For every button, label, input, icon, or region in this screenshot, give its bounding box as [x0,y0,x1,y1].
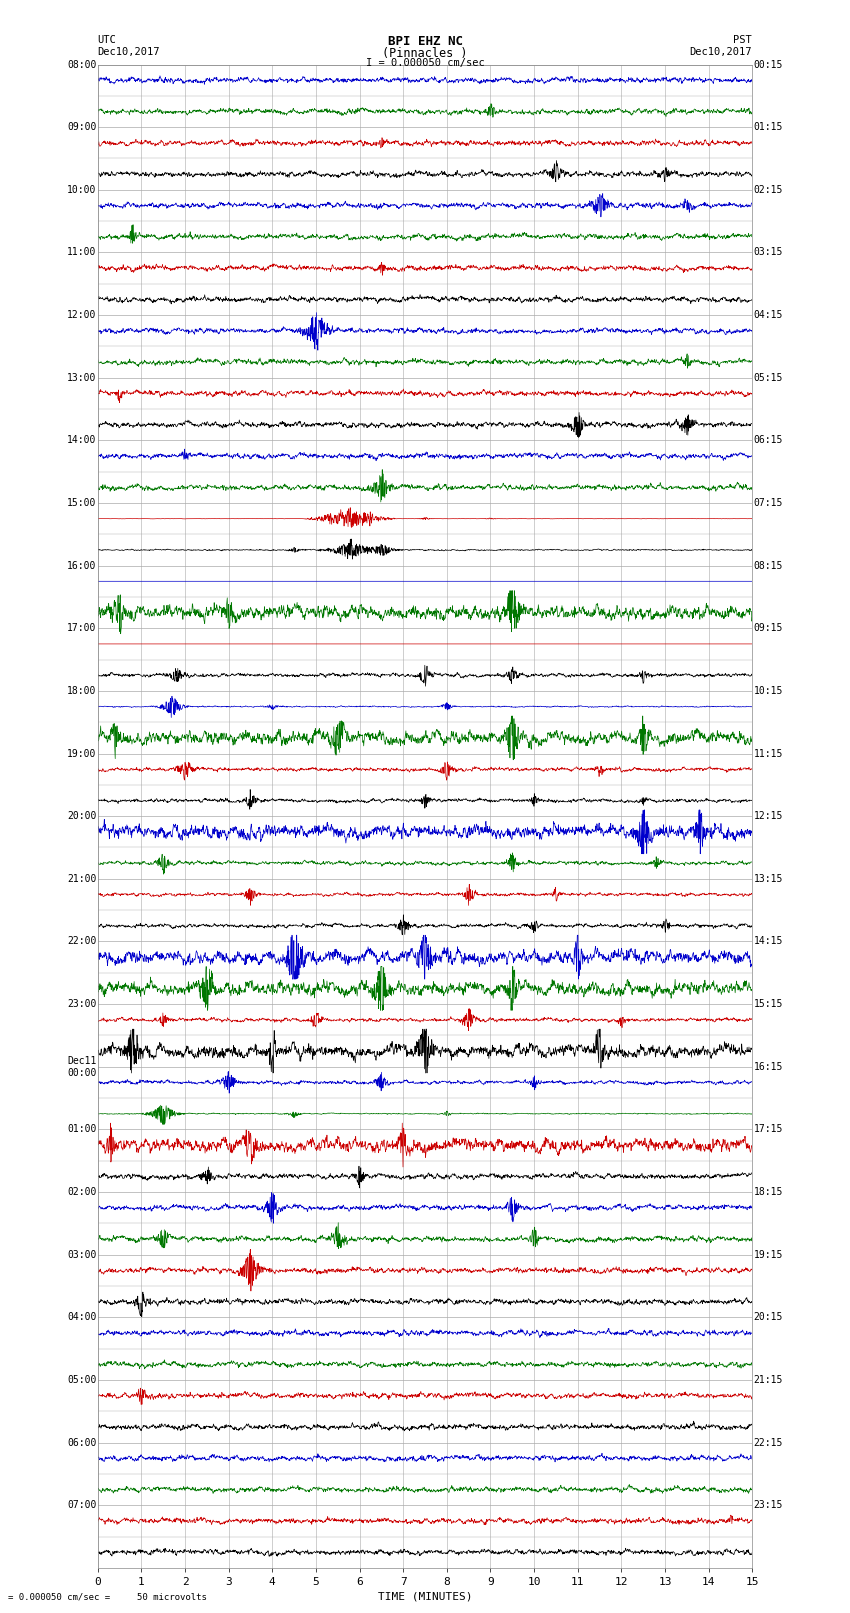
Text: 03:00: 03:00 [67,1250,96,1260]
Text: 00:15: 00:15 [754,60,783,69]
Text: 15:15: 15:15 [754,998,783,1010]
Text: Dec11
00:00: Dec11 00:00 [67,1057,96,1077]
Text: 06:15: 06:15 [754,436,783,445]
Text: 14:00: 14:00 [67,436,96,445]
Text: UTC: UTC [98,35,116,45]
Text: PST: PST [734,35,752,45]
Text: 18:00: 18:00 [67,686,96,695]
Text: 13:00: 13:00 [67,373,96,382]
Text: 08:00: 08:00 [67,60,96,69]
Text: 23:00: 23:00 [67,998,96,1010]
Text: 09:15: 09:15 [754,623,783,634]
Text: BPI EHZ NC: BPI EHZ NC [388,35,462,48]
Text: 16:15: 16:15 [754,1061,783,1071]
Text: 23:15: 23:15 [754,1500,783,1510]
Text: 07:00: 07:00 [67,1500,96,1510]
Text: 20:15: 20:15 [754,1313,783,1323]
Text: 15:00: 15:00 [67,498,96,508]
Text: 12:00: 12:00 [67,310,96,319]
Text: 06:00: 06:00 [67,1437,96,1447]
Text: 10:00: 10:00 [67,185,96,195]
Text: 05:00: 05:00 [67,1374,96,1386]
Text: 21:15: 21:15 [754,1374,783,1386]
Text: 12:15: 12:15 [754,811,783,821]
Text: 08:15: 08:15 [754,561,783,571]
Text: 05:15: 05:15 [754,373,783,382]
Text: I = 0.000050 cm/sec: I = 0.000050 cm/sec [366,58,484,68]
Text: 04:00: 04:00 [67,1313,96,1323]
Text: 10:15: 10:15 [754,686,783,695]
Text: 16:00: 16:00 [67,561,96,571]
Text: 21:00: 21:00 [67,874,96,884]
Text: 13:15: 13:15 [754,874,783,884]
Text: Dec10,2017: Dec10,2017 [689,47,752,56]
Text: 11:00: 11:00 [67,247,96,258]
Text: (Pinnacles ): (Pinnacles ) [382,47,468,60]
Text: 19:15: 19:15 [754,1250,783,1260]
X-axis label: TIME (MINUTES): TIME (MINUTES) [377,1590,473,1602]
Text: 19:00: 19:00 [67,748,96,758]
Text: 18:15: 18:15 [754,1187,783,1197]
Text: 03:15: 03:15 [754,247,783,258]
Text: 22:15: 22:15 [754,1437,783,1447]
Text: 20:00: 20:00 [67,811,96,821]
Text: 04:15: 04:15 [754,310,783,319]
Text: 02:15: 02:15 [754,185,783,195]
Text: 17:15: 17:15 [754,1124,783,1134]
Text: = 0.000050 cm/sec =     50 microvolts: = 0.000050 cm/sec = 50 microvolts [8,1592,207,1602]
Text: Dec10,2017: Dec10,2017 [98,47,161,56]
Text: 01:00: 01:00 [67,1124,96,1134]
Text: 01:15: 01:15 [754,123,783,132]
Text: 07:15: 07:15 [754,498,783,508]
Text: 17:00: 17:00 [67,623,96,634]
Text: 02:00: 02:00 [67,1187,96,1197]
Text: 11:15: 11:15 [754,748,783,758]
Text: 14:15: 14:15 [754,937,783,947]
Text: 22:00: 22:00 [67,937,96,947]
Text: 09:00: 09:00 [67,123,96,132]
